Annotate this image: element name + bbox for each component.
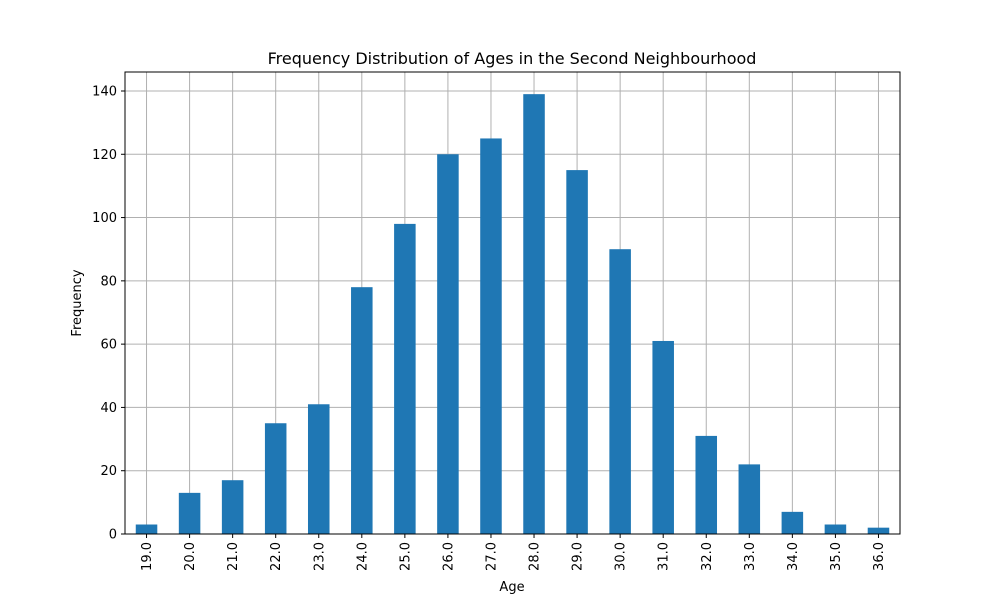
x-tick-label: 23.0 [312, 542, 327, 571]
x-tick-label: 22.0 [269, 542, 284, 571]
y-tick-label: 140 [92, 84, 117, 99]
x-axis-label: Age [499, 580, 524, 595]
bar-25.0 [394, 223, 416, 534]
bars [135, 94, 890, 534]
bar-33.0 [738, 464, 761, 534]
x-tick-label: 36.0 [872, 542, 887, 571]
bar-19.0 [135, 524, 158, 534]
x-tick-label: 34.0 [786, 542, 801, 571]
bar-30.0 [609, 249, 631, 534]
bar-24.0 [351, 287, 373, 534]
y-tick-label: 40 [100, 401, 117, 416]
bar-34.0 [781, 511, 804, 534]
grid-lines [125, 72, 900, 535]
bar-20.0 [178, 492, 201, 534]
x-tick-label: 28.0 [528, 542, 543, 571]
bar-32.0 [695, 435, 718, 534]
x-tick-label: 33.0 [743, 542, 758, 571]
bar-22.0 [264, 423, 287, 534]
bar-23.0 [307, 404, 330, 534]
y-tick-label: 20 [100, 464, 117, 479]
y-axis-label: Frequency [70, 269, 85, 336]
bar-29.0 [566, 170, 588, 534]
y-tick-label: 0 [109, 528, 117, 543]
x-tick-label: 31.0 [657, 542, 672, 571]
x-tick-label: 25.0 [398, 542, 413, 571]
x-tick-label: 27.0 [484, 542, 499, 571]
bar-21.0 [221, 480, 244, 534]
x-tick-label: 19.0 [140, 542, 155, 571]
bar-31.0 [652, 340, 674, 534]
bar-28.0 [523, 94, 545, 534]
x-tick-label: 21.0 [226, 542, 241, 571]
x-tick-label: 35.0 [829, 542, 844, 571]
x-tick-label: 24.0 [355, 542, 370, 571]
y-tick-label: 80 [100, 274, 117, 289]
plot-frame [124, 71, 901, 535]
bar-26.0 [437, 154, 459, 534]
bar-36.0 [867, 527, 890, 534]
x-tick-label: 26.0 [441, 542, 456, 571]
y-tick-label: 60 [100, 338, 117, 353]
y-tick-label: 100 [92, 211, 117, 226]
x-tick-label: 29.0 [571, 542, 586, 571]
bar-27.0 [480, 138, 502, 534]
y-axis-ticks: 0 20 40 60 80 100 120 140 [92, 84, 125, 543]
x-tick-label: 20.0 [183, 542, 198, 571]
chart-title: Frequency Distribution of Ages in the Se… [268, 49, 757, 68]
x-axis-ticks: 19.0 20.0 21.0 22.0 23.0 24.0 25.0 26.0 27.0 28.0… [140, 534, 887, 571]
y-tick-label: 120 [92, 148, 117, 163]
x-tick-label: 32.0 [700, 542, 715, 571]
x-tick-label: 30.0 [614, 542, 629, 571]
bar-35.0 [824, 524, 847, 534]
